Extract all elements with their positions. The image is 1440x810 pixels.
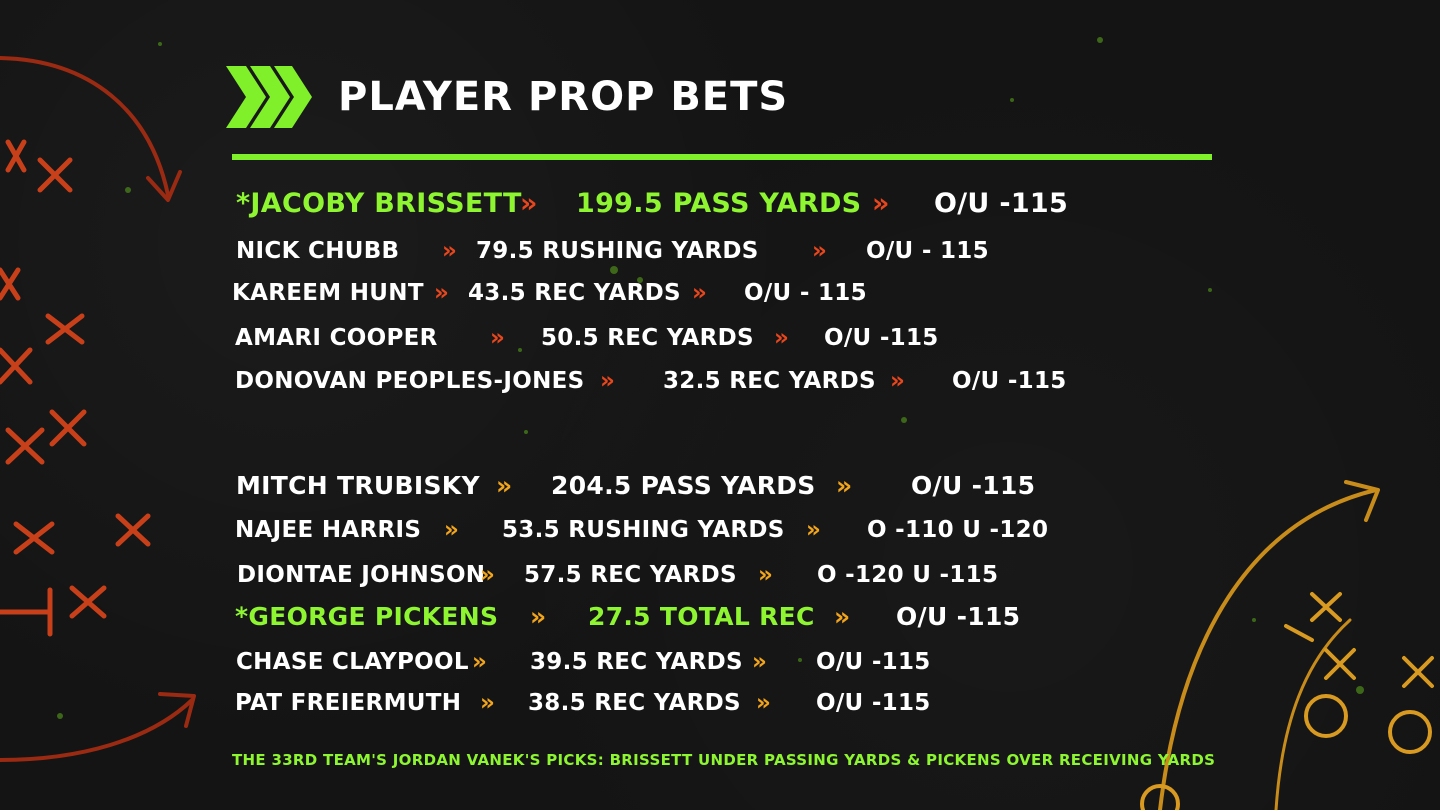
player-name: MITCH TRUBISKY [236,471,480,500]
double-chevron-icon: » [692,280,707,306]
prop-line: 50.5 REC YARDS [541,325,754,351]
double-chevron-icon: » [600,368,615,394]
odds: O/U - 115 [744,280,867,306]
double-chevron-icon: » [520,188,538,219]
prop-line: 38.5 REC YARDS [528,690,741,716]
player-name: AMARI COOPER [235,325,438,351]
double-chevron-icon: » [806,517,821,543]
prop-line: 57.5 REC YARDS [524,562,737,588]
double-chevron-icon: » [442,238,457,264]
double-chevron-icon: » [480,690,495,716]
prop-line: 204.5 PASS YARDS [551,471,816,500]
double-chevron-icon: » [812,238,827,264]
player-name: DONOVAN PEOPLES-JONES [235,368,585,394]
double-chevron-icon: » [758,562,773,588]
odds: O/U -115 [934,188,1069,219]
double-chevron-icon: » [490,325,505,351]
prop-line: 53.5 RUSHING YARDS [502,517,785,543]
page-title: PLAYER PROP BETS [338,74,789,120]
odds: O/U - 115 [866,238,989,264]
player-name: DIONTAE JOHNSON [237,562,486,588]
double-chevron-icon: » [472,649,487,675]
double-chevron-icon: » [480,562,495,588]
player-name: NAJEE HARRIS [235,517,422,543]
prop-line: 39.5 REC YARDS [530,649,743,675]
double-chevron-icon: » [774,325,789,351]
player-name: *JACOBY BRISSETT [236,188,522,219]
double-chevron-icon: » [872,188,890,219]
double-chevron-icon: » [836,471,853,500]
double-chevron-icon: » [434,280,449,306]
chevron-logo-icon [226,66,312,128]
double-chevron-icon: » [890,368,905,394]
double-chevron-icon: » [834,602,851,631]
player-name: CHASE CLAYPOOL [236,649,469,675]
double-chevron-icon: » [444,517,459,543]
odds: O/U -115 [816,649,931,675]
odds: O -110 U -120 [867,517,1049,543]
double-chevron-icon: » [530,602,547,631]
double-chevron-icon: » [496,471,513,500]
odds: O/U -115 [896,602,1021,631]
odds: O/U -115 [952,368,1067,394]
odds: O -120 U -115 [817,562,999,588]
prop-line: 199.5 PASS YARDS [576,188,862,219]
player-name: PAT FREIERMUTH [235,690,462,716]
odds: O/U -115 [824,325,939,351]
player-name: KAREEM HUNT [232,280,424,306]
prop-line: 79.5 RUSHING YARDS [476,238,759,264]
double-chevron-icon: » [756,690,771,716]
picks-footer: THE 33RD TEAM'S JORDAN VANEK'S PICKS: BR… [232,751,1216,769]
prop-line: 32.5 REC YARDS [663,368,876,394]
player-name: NICK CHUBB [236,238,400,264]
prop-line: 43.5 REC YARDS [468,280,681,306]
odds: O/U -115 [911,471,1036,500]
prop-line: 27.5 TOTAL REC [588,602,815,631]
odds: O/U -115 [816,690,931,716]
title-divider [232,154,1212,160]
player-name: *GEORGE PICKENS [235,602,499,631]
double-chevron-icon: » [752,649,767,675]
